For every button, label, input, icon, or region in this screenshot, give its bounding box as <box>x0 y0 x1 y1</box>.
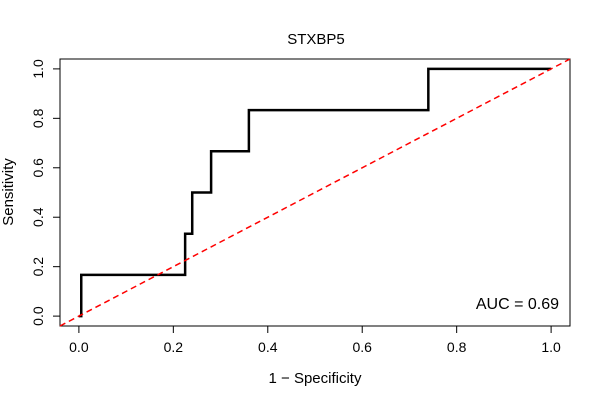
x-tick-label: 0.4 <box>258 339 278 355</box>
x-tick-label: 0.6 <box>352 339 372 355</box>
y-tick-label: 0.0 <box>30 306 46 326</box>
y-tick-label: 0.4 <box>30 207 46 227</box>
y-tick-label: 0.8 <box>30 108 46 128</box>
chart-title: STXBP5 <box>287 31 345 48</box>
series-group <box>59 58 571 327</box>
x-axis: 0.0 0.2 0.4 0.6 0.8 1.0 <box>69 325 561 355</box>
y-axis-label: Sensitivity <box>0 158 17 226</box>
auc-annotation: AUC = 0.69 <box>476 296 559 313</box>
plot-frame <box>59 58 571 327</box>
y-tick-label: 0.6 <box>30 158 46 178</box>
y-tick-label: 0.2 <box>30 257 46 277</box>
x-tick-label: 0.0 <box>69 339 89 355</box>
y-axis: 0.0 0.2 0.4 0.6 0.8 1.0 <box>30 59 61 326</box>
y-tick-label: 1.0 <box>30 59 46 79</box>
x-tick-label: 1.0 <box>541 339 561 355</box>
x-axis-label: 1 − Specificity <box>269 370 362 387</box>
x-tick-label: 0.8 <box>447 339 467 355</box>
roc-curve <box>78 67 552 318</box>
x-tick-label: 0.2 <box>164 339 184 355</box>
reference-diagonal-line <box>59 58 571 327</box>
